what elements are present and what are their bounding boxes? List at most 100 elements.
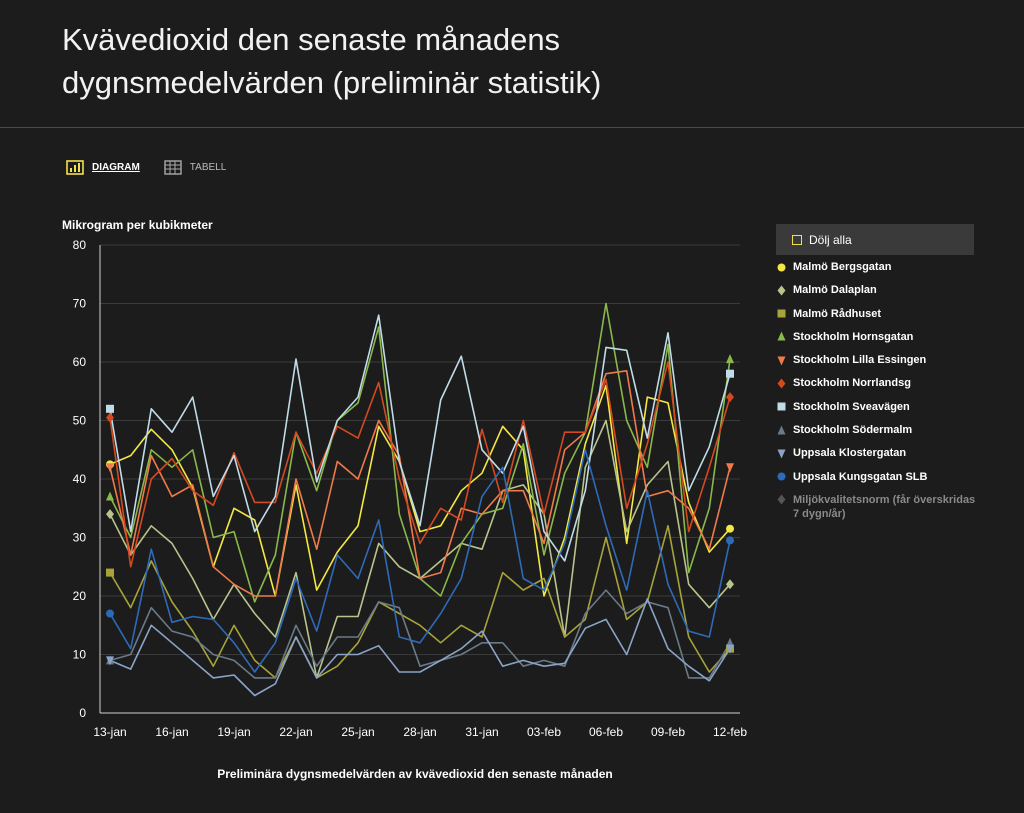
y-tick-label: 40 — [73, 472, 87, 486]
series-end-marker — [726, 536, 734, 545]
page-title-line-2: dygnsmedelvärden (preliminär statistik) — [62, 65, 602, 100]
y-tick-label: 80 — [73, 238, 87, 252]
series-line — [109, 524, 731, 679]
legend-marker-shape — [777, 331, 786, 341]
bar-chart-icon — [66, 159, 84, 175]
legend-label: Stockholm Södermalm — [793, 424, 913, 437]
series-start-marker — [106, 656, 114, 666]
legend-item[interactable]: Malmö Bergsgatan — [776, 260, 976, 283]
series-end-marker — [726, 369, 734, 378]
legend-item[interactable]: Stockholm Lilla Essingen — [776, 353, 976, 376]
legend-marker-shape — [777, 402, 786, 411]
legend-item[interactable]: Stockholm Norrlandsg — [776, 376, 976, 399]
x-tick-label: 31-jan — [465, 725, 498, 739]
series-line — [109, 369, 731, 597]
series-line — [109, 589, 731, 679]
legend-marker-shape — [777, 309, 786, 318]
legend-marker-shape — [777, 472, 786, 481]
view-tabs: DIAGRAM TABELL — [66, 157, 250, 177]
series-end-marker — [726, 524, 734, 533]
legend-marker-icon — [776, 446, 787, 460]
legend-list: Malmö Bergsgatan Malmö Dalaplan Malmö Rådh… — [776, 260, 976, 531]
header-divider — [0, 127, 1024, 128]
x-tick-label: 06-feb — [589, 725, 623, 739]
y-tick-label: 30 — [73, 531, 87, 545]
legend-label: Stockholm Lilla Essingen — [793, 354, 927, 367]
legend-item[interactable]: Stockholm Sveavägen — [776, 400, 976, 423]
chart-axes: 0 10 20 30 40 50 60 70 80 13-jan 16-jan 19-jan 22-ja… — [73, 238, 748, 739]
y-tick-label: 0 — [79, 706, 86, 720]
tab-diagram[interactable]: DIAGRAM — [66, 159, 140, 175]
legend-item[interactable]: Uppsala Klostergatan — [776, 446, 976, 469]
legend-label: Stockholm Norrlandsg — [793, 377, 911, 390]
legend-marker-icon — [776, 470, 787, 484]
y-tick-label: 10 — [73, 648, 87, 662]
legend-marker-icon — [776, 423, 787, 437]
legend-marker-shape — [777, 263, 786, 271]
legend-label: Malmö Bergsgatan — [793, 261, 892, 273]
series-start-marker — [106, 509, 114, 520]
x-tick-label: 12-feb — [713, 725, 747, 739]
x-tick-label: 19-jan — [217, 725, 250, 739]
x-axis-caption: Preliminära dygnsmedelvärden av kvävedio… — [217, 767, 613, 781]
y-tick-label: 60 — [73, 355, 87, 369]
legend-marker-shape — [777, 425, 786, 435]
legend-item[interactable]: Uppsala Kungsgatan SLB — [776, 470, 976, 493]
legend-item[interactable]: Stockholm Södermalm — [776, 423, 976, 446]
legend-marker-icon — [776, 260, 787, 274]
series-line — [109, 448, 731, 673]
legend-label: Stockholm Hornsgatan — [793, 330, 914, 343]
legend-item[interactable]: Stockholm Hornsgatan — [776, 330, 976, 353]
x-tick-label: 03-feb — [527, 725, 561, 739]
tab-diagram-label: DIAGRAM — [92, 161, 140, 173]
series-start-marker — [106, 412, 114, 423]
legend-marker-shape — [777, 378, 786, 389]
series-line — [109, 419, 731, 679]
page-title-line-1: Kvävedioxid den senaste månadens — [62, 22, 561, 57]
x-tick-label: 16-jan — [155, 725, 188, 739]
legend-marker-shape — [777, 356, 786, 366]
legend-marker-shape — [777, 449, 786, 459]
legend-label: Uppsala Klostergatan — [793, 447, 907, 460]
tab-table[interactable]: TABELL — [164, 159, 227, 175]
series-end-marker — [726, 579, 734, 590]
series-start-marker — [106, 609, 114, 618]
series-start-marker — [106, 568, 114, 577]
legend: Dölj alla Malmö Bergsgatan Malmö Dalaplan… — [776, 224, 976, 531]
legend-marker-icon — [776, 400, 787, 414]
y-tick-label: 20 — [73, 589, 87, 603]
series-line — [109, 361, 731, 568]
legend-label: Uppsala Kungsgatan SLB — [793, 470, 928, 483]
chart-lines — [109, 302, 731, 697]
page-title: Kvävedioxid den senaste månadens dygnsme… — [62, 18, 762, 104]
line-chart: 0 10 20 30 40 50 60 70 80 13-jan 16-jan 19-jan 22-ja… — [73, 238, 748, 739]
series-end-marker — [726, 392, 734, 403]
x-tick-label: 22-jan — [279, 725, 312, 739]
series-line — [109, 302, 731, 603]
legend-item[interactable]: Malmö Rådhuset — [776, 307, 976, 330]
table-icon — [164, 159, 182, 175]
legend-item[interactable]: Malmö Dalaplan — [776, 283, 976, 306]
legend-label: Malmö Rådhuset — [793, 307, 882, 320]
series-end-marker — [726, 354, 734, 364]
tab-table-label: TABELL — [189, 161, 227, 173]
legend-marker-icon — [776, 330, 787, 344]
series-line — [109, 598, 731, 697]
legend-marker-icon — [776, 307, 787, 321]
legend-label: Malmö Dalaplan — [793, 284, 877, 297]
y-axis-label: Mikrogram per kubikmeter — [62, 218, 213, 232]
chart-markers — [106, 354, 734, 666]
series-line — [109, 314, 731, 562]
legend-item[interactable]: Miljökvalitetsnorm (får överskridas 7 dy… — [776, 493, 976, 531]
series-start-marker — [106, 491, 114, 501]
series-end-marker — [726, 637, 734, 647]
hide-all-label: Dölj alla — [809, 232, 852, 247]
x-tick-label: 28-jan — [403, 725, 436, 739]
series-end-marker — [726, 644, 734, 654]
x-tick-label: 25-jan — [341, 725, 374, 739]
legend-marker-icon — [776, 283, 787, 297]
legend-marker-icon — [776, 353, 787, 367]
legend-marker-shape — [777, 285, 786, 296]
legend-label: Miljökvalitetsnorm (får överskridas 7 dy… — [793, 493, 976, 520]
hide-all-button[interactable]: Dölj alla — [776, 224, 974, 255]
